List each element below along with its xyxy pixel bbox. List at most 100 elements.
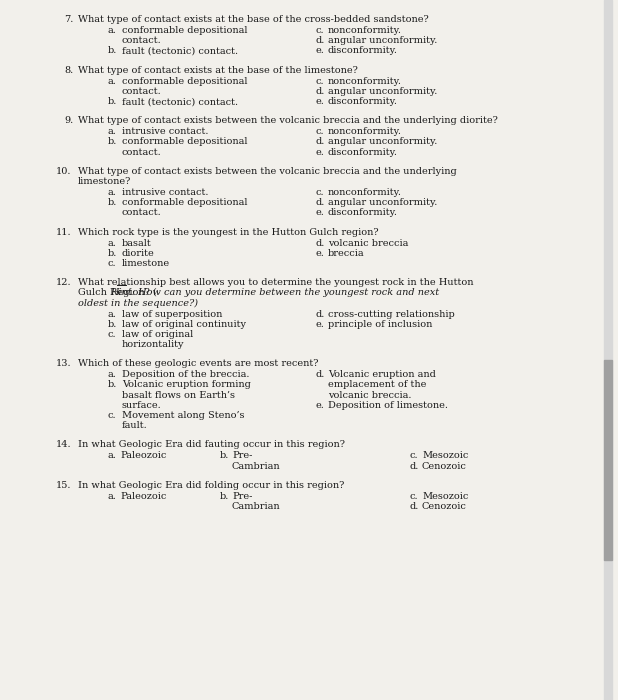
Text: Cenozoic: Cenozoic bbox=[422, 502, 467, 511]
Text: c.: c. bbox=[315, 188, 324, 197]
Text: Pre-: Pre- bbox=[232, 452, 252, 461]
Text: What type of contact exists at the base of the limestone?: What type of contact exists at the base … bbox=[78, 66, 358, 75]
Text: e.: e. bbox=[315, 401, 324, 410]
Text: breccia: breccia bbox=[328, 249, 365, 258]
Text: e.: e. bbox=[315, 320, 324, 329]
Text: Volcanic eruption forming: Volcanic eruption forming bbox=[122, 381, 251, 389]
Text: 8.: 8. bbox=[64, 66, 74, 75]
Text: angular unconformity.: angular unconformity. bbox=[328, 36, 438, 46]
Text: e.: e. bbox=[315, 209, 324, 218]
Text: law of original continuity: law of original continuity bbox=[122, 320, 246, 329]
Text: Pre-: Pre- bbox=[232, 492, 252, 500]
Text: nonconformity.: nonconformity. bbox=[328, 127, 402, 136]
Text: c.: c. bbox=[410, 492, 418, 500]
Text: c.: c. bbox=[315, 127, 324, 136]
Text: a.: a. bbox=[108, 370, 117, 379]
Text: d.: d. bbox=[315, 36, 324, 46]
Text: contact.: contact. bbox=[122, 87, 162, 96]
Text: volcanic breccia: volcanic breccia bbox=[328, 239, 408, 248]
Text: c.: c. bbox=[108, 330, 117, 339]
Text: basalt flows on Earth’s: basalt flows on Earth’s bbox=[122, 391, 235, 400]
Text: surface.: surface. bbox=[122, 401, 162, 410]
Text: a.: a. bbox=[108, 188, 117, 197]
Text: c.: c. bbox=[410, 452, 418, 461]
Text: conformable depositional: conformable depositional bbox=[122, 26, 247, 35]
Text: emplacement of the: emplacement of the bbox=[328, 381, 426, 389]
Text: b.: b. bbox=[108, 97, 117, 106]
Text: Deposition of limestone.: Deposition of limestone. bbox=[328, 401, 448, 410]
Text: angular unconformity.: angular unconformity. bbox=[328, 198, 438, 207]
Text: e.: e. bbox=[315, 148, 324, 157]
Text: 11.: 11. bbox=[56, 228, 72, 237]
Bar bbox=[604, 360, 612, 560]
Text: angular unconformity.: angular unconformity. bbox=[328, 87, 438, 96]
Text: disconformity.: disconformity. bbox=[328, 46, 398, 55]
Text: nonconformity.: nonconformity. bbox=[328, 188, 402, 197]
Text: horizontality: horizontality bbox=[122, 340, 185, 349]
Text: disconformity.: disconformity. bbox=[328, 209, 398, 218]
Text: 14.: 14. bbox=[56, 440, 72, 449]
Text: d.: d. bbox=[315, 198, 324, 207]
Text: a.: a. bbox=[108, 26, 117, 35]
Text: volcanic breccia.: volcanic breccia. bbox=[328, 391, 412, 400]
Text: Deposition of the breccia.: Deposition of the breccia. bbox=[122, 370, 250, 379]
Text: d.: d. bbox=[315, 87, 324, 96]
Text: cross-cutting relationship: cross-cutting relationship bbox=[328, 309, 455, 318]
Text: What relationship best allows you to determine the youngest rock in the Hutton: What relationship best allows you to det… bbox=[78, 278, 473, 287]
Text: e.: e. bbox=[315, 249, 324, 258]
Text: a.: a. bbox=[108, 452, 117, 461]
Text: oldest in the sequence?): oldest in the sequence?) bbox=[78, 298, 198, 307]
Text: diorite: diorite bbox=[122, 249, 154, 258]
Text: limestone?: limestone? bbox=[78, 177, 132, 186]
Text: 10.: 10. bbox=[56, 167, 72, 176]
Text: 13.: 13. bbox=[56, 359, 72, 368]
Text: d.: d. bbox=[410, 461, 420, 470]
Text: fault (tectonic) contact.: fault (tectonic) contact. bbox=[122, 97, 238, 106]
Text: intrusive contact.: intrusive contact. bbox=[122, 127, 208, 136]
Text: What type of contact exists between the volcanic breccia and the underlying dior: What type of contact exists between the … bbox=[78, 116, 498, 125]
Text: limestone: limestone bbox=[122, 259, 170, 268]
Text: Volcanic eruption and: Volcanic eruption and bbox=[328, 370, 436, 379]
Text: b.: b. bbox=[108, 381, 117, 389]
Text: 7.: 7. bbox=[64, 15, 74, 24]
Text: Mesozoic: Mesozoic bbox=[422, 452, 468, 461]
Text: disconformity.: disconformity. bbox=[328, 97, 398, 106]
Text: Paleozoic: Paleozoic bbox=[120, 452, 166, 461]
Text: What type of contact exists between the volcanic breccia and the underlying: What type of contact exists between the … bbox=[78, 167, 457, 176]
Text: d.: d. bbox=[315, 309, 324, 318]
Text: Cenozoic: Cenozoic bbox=[422, 461, 467, 470]
Text: e.: e. bbox=[315, 97, 324, 106]
Text: principle of inclusion: principle of inclusion bbox=[328, 320, 433, 329]
Text: d.: d. bbox=[410, 502, 420, 511]
Text: conformable depositional: conformable depositional bbox=[122, 77, 247, 86]
Text: b.: b. bbox=[108, 249, 117, 258]
Text: In what Geologic Era did fauting occur in this region?: In what Geologic Era did fauting occur i… bbox=[78, 440, 345, 449]
Text: a.: a. bbox=[108, 309, 117, 318]
Text: 12.: 12. bbox=[56, 278, 72, 287]
Text: d.: d. bbox=[315, 239, 324, 248]
Text: Which rock type is the youngest in the Hutton Gulch region?: Which rock type is the youngest in the H… bbox=[78, 228, 379, 237]
Text: Cambrian: Cambrian bbox=[232, 461, 281, 470]
Text: intrusive contact.: intrusive contact. bbox=[122, 188, 208, 197]
Text: c.: c. bbox=[315, 77, 324, 86]
Text: a.: a. bbox=[108, 239, 117, 248]
Text: d.: d. bbox=[315, 370, 324, 379]
Text: a.: a. bbox=[108, 492, 117, 500]
Text: Mesozoic: Mesozoic bbox=[422, 492, 468, 500]
Text: law of superposition: law of superposition bbox=[122, 309, 222, 318]
Text: b.: b. bbox=[220, 492, 229, 500]
Text: law of original: law of original bbox=[122, 330, 193, 339]
Text: a.: a. bbox=[108, 77, 117, 86]
Text: b.: b. bbox=[108, 46, 117, 55]
Text: a.: a. bbox=[108, 127, 117, 136]
Text: fault (tectonic) contact.: fault (tectonic) contact. bbox=[122, 46, 238, 55]
Text: fault.: fault. bbox=[122, 421, 148, 430]
Text: contact.: contact. bbox=[122, 36, 162, 46]
Text: d.: d. bbox=[315, 137, 324, 146]
Text: b.: b. bbox=[108, 320, 117, 329]
Text: e.: e. bbox=[315, 46, 324, 55]
Bar bbox=[604, 0, 612, 700]
Text: conformable depositional: conformable depositional bbox=[122, 137, 247, 146]
Text: Paleozoic: Paleozoic bbox=[120, 492, 166, 500]
Text: Gulch Region? (: Gulch Region? ( bbox=[78, 288, 157, 298]
